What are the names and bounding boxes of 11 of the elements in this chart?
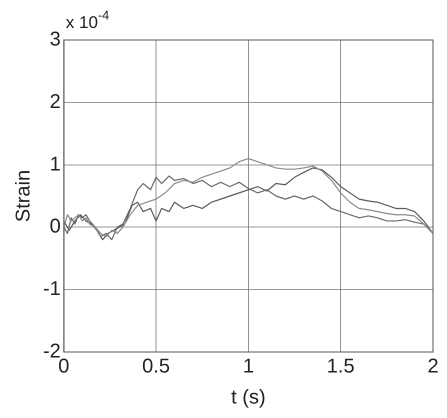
y-tick-label: 0 [50, 216, 61, 238]
y-tick-label: 3 [50, 28, 61, 51]
y-tick-label: -1 [42, 278, 61, 300]
x-tick-label: 2 [427, 356, 439, 378]
y-axis-title: Strain [12, 170, 35, 222]
x-tick-label: 0.5 [142, 356, 170, 378]
x-tick-label: 1.5 [326, 356, 355, 378]
x-tick-label: 1 [242, 356, 254, 378]
y-tick-label: 1 [50, 153, 61, 176]
x-axis-title: t (s) [231, 386, 266, 409]
y-tick-label: 2 [50, 90, 61, 113]
